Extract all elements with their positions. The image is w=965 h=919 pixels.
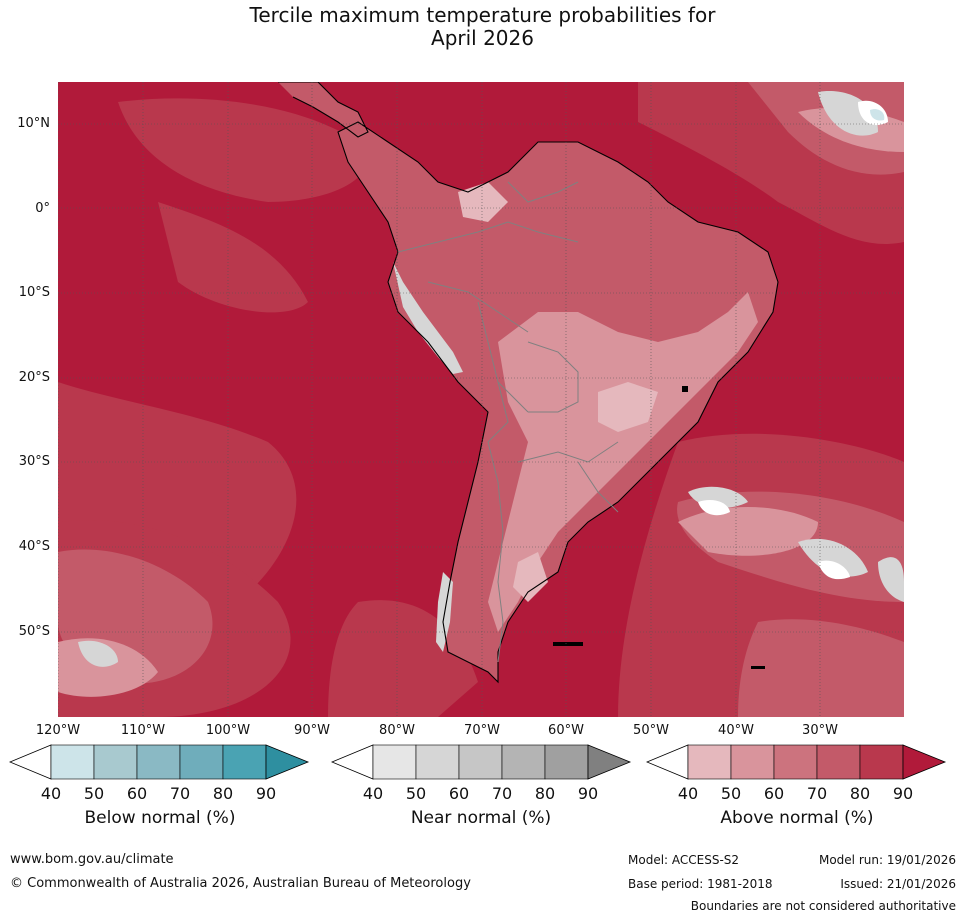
lon-label-100w: 100°W [205,723,251,738]
footer-issued: Issued: 21/01/2026 [840,877,956,891]
colorbar-tick-label: 60 [448,784,470,803]
probability-map [58,82,904,717]
lat-label-10n: 10°N [17,116,50,131]
lon-label-60w: 60°W [548,723,584,738]
footer-copyright: © Commonwealth of Australia 2026, Austra… [10,876,471,891]
colorbar-segment [544,744,589,780]
colorbar-segment [93,744,138,780]
colorbar-segment [415,744,460,780]
lat-label-40s: 40°S [18,539,50,554]
colorbar-segment [179,744,224,780]
colorbar-tick-label: 80 [849,784,871,803]
near-normal-patches [78,91,904,667]
colorbar-segment [136,744,181,780]
colorbar-segment [687,744,732,780]
lon-label-50w: 50°W [633,723,669,738]
footer-model: Model: ACCESS-S2 [628,853,740,867]
colorbar-tick-label: 70 [491,784,513,803]
colorbar-tick-label: 90 [255,784,277,803]
colorbar-segment [458,744,503,780]
colorbar-label-above-normal: Above normal (%) [720,808,874,828]
colorbar-tick-label: 60 [763,784,785,803]
footer-url[interactable]: www.bom.gov.au/climate [10,852,174,867]
colorbar-tick-label: 40 [677,784,699,803]
colorbar-above-normal [646,744,947,780]
colorbar-segment [372,744,417,780]
colorbar-extend-low [9,744,52,780]
lon-label-120w: 120°W [35,723,81,738]
colorbar-segment [730,744,775,780]
colorbar-below-normal [9,744,310,780]
colorbar-tick-label: 60 [126,784,148,803]
coastline [278,82,779,684]
gridlines [58,82,904,717]
country-borders [397,181,619,663]
lat-label-10s: 10°S [18,285,50,300]
colorbar-tick-label: 50 [405,784,427,803]
lon-label-90w: 90°W [294,723,330,738]
footer-disclaimer: Boundaries are not considered authoritat… [690,899,956,913]
colorbar-segment [816,744,861,780]
colorbar-extend-high [587,744,632,780]
lon-label-40w: 40°W [718,723,754,738]
colorbar-tick-label: 50 [83,784,105,803]
colorbar-tick-label: 70 [806,784,828,803]
land-lighter-spots [458,182,658,602]
colorbar-tick-label: 40 [40,784,62,803]
lat-label-30s: 30°S [18,454,50,469]
islands [553,386,765,669]
below-normal-patches [870,109,885,121]
footer-base-period: Base period: 1981-2018 [628,877,773,891]
colorbar-segment [773,744,818,780]
colorbar-tick-label: 90 [577,784,599,803]
colorbar-label-near-normal: Near normal (%) [410,808,552,828]
lat-label-20s: 20°S [18,370,50,385]
colorbar-segment [859,744,904,780]
colorbar-extend-low [646,744,689,780]
lon-label-110w: 110°W [120,723,166,738]
colorbar-segment [50,744,95,780]
lon-label-70w: 70°W [464,723,500,738]
colorbar-tick-label: 80 [534,784,556,803]
chart-title: Tercile maximum temperature probabilitie… [0,4,965,50]
footer-model-run: Model run: 19/01/2026 [818,853,956,867]
colorbar-tick-label: 70 [169,784,191,803]
colorbar-tick-label: 90 [892,784,914,803]
colorbar-extend-high [265,744,310,780]
title-line-1: Tercile maximum temperature probabilitie… [249,3,716,27]
lat-label-0: 0° [35,201,50,216]
lon-label-30w: 30°W [802,723,838,738]
colorbar-label-below-normal: Below normal (%) [84,808,236,828]
andes-grey [393,262,463,374]
central-america-land [278,82,368,137]
colorbar-tick-label: 50 [720,784,742,803]
lat-label-50s: 50°S [18,624,50,639]
colorbar-segment [222,744,267,780]
colorbar-near-normal [331,744,632,780]
title-line-2: April 2026 [431,26,534,50]
colorbar-tick-label: 80 [212,784,234,803]
colorbar-extend-high [902,744,947,780]
colorbar-tick-label: 40 [362,784,384,803]
lon-label-80w: 80°W [379,723,415,738]
colorbar-segment [501,744,546,780]
colorbar-extend-low [331,744,374,780]
